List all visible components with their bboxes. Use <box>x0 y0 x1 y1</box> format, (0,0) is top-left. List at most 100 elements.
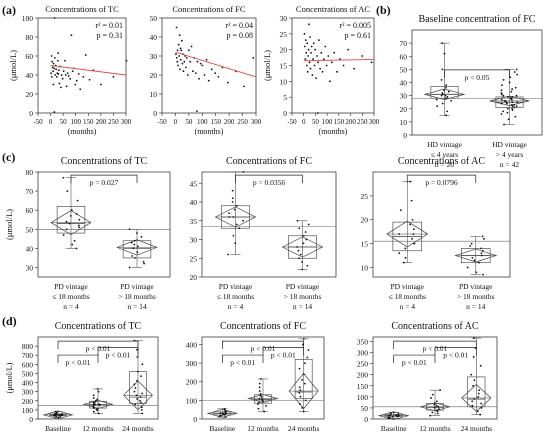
data-point <box>303 382 306 385</box>
data-point <box>136 251 139 254</box>
data-point <box>306 264 309 267</box>
data-point <box>510 90 513 93</box>
data-point <box>139 396 142 399</box>
data-point <box>398 233 400 235</box>
data-point <box>513 71 516 73</box>
data-point <box>94 399 97 402</box>
data-point <box>514 115 517 118</box>
p-value-label: p < 0.01 <box>106 351 131 360</box>
data-point <box>410 199 413 202</box>
data-point <box>305 51 308 54</box>
data-point <box>134 257 136 259</box>
data-point <box>135 394 138 397</box>
data-point <box>242 219 244 222</box>
data-point <box>51 60 53 63</box>
fit-line <box>175 51 257 78</box>
data-point <box>304 399 307 402</box>
data-point <box>370 61 373 64</box>
x-tick-label: 250 <box>108 118 119 126</box>
data-point <box>298 392 301 394</box>
category-label: Baseline <box>209 424 235 433</box>
data-point <box>342 64 345 67</box>
stat-annotation: p = 0.08 <box>226 31 253 40</box>
data-point <box>472 384 474 387</box>
data-point <box>67 75 70 77</box>
data-point <box>177 64 180 67</box>
plots-layer: Concentrations of TC020406080100(μmol/L)… <box>4 4 543 433</box>
data-point <box>175 57 178 59</box>
category-label: ≤ 18 months <box>52 292 90 301</box>
x-tick-label: 100 <box>322 118 333 126</box>
chart-title: Concentrations of AC <box>296 4 370 14</box>
data-point <box>79 88 82 91</box>
data-point <box>258 382 261 385</box>
data-point <box>322 58 325 61</box>
data-point <box>439 389 442 392</box>
x-tick-label: 300 <box>369 118 380 126</box>
data-point <box>507 96 509 98</box>
x-tick-label: 0 <box>174 118 178 126</box>
y-tick-label: 40 <box>26 244 34 253</box>
x-tick-label: 150 <box>83 118 94 126</box>
plot-frame <box>201 171 337 278</box>
data-point <box>92 405 95 408</box>
data-point <box>259 392 262 395</box>
x-axis-label: (months) <box>319 127 348 136</box>
data-point <box>183 60 186 63</box>
chart-0: Concentrations of TC 0 20 40 60 80 100 (μmol/L)… <box>8 4 132 136</box>
data-point <box>178 34 181 36</box>
data-point <box>226 81 229 84</box>
y-tick-label: 0 <box>29 109 33 118</box>
data-point <box>361 55 364 57</box>
data-point <box>409 180 412 183</box>
data-point <box>214 72 217 74</box>
data-point <box>130 241 133 244</box>
data-point <box>141 412 144 415</box>
plot-frame <box>37 171 171 278</box>
category-label: Baseline <box>381 424 407 433</box>
data-point <box>62 176 65 179</box>
data-point <box>303 32 306 35</box>
data-point <box>481 249 484 252</box>
data-point <box>64 74 67 76</box>
data-point <box>450 99 453 102</box>
data-point <box>53 17 56 19</box>
category-label: n = 42 <box>500 160 519 169</box>
data-point <box>438 408 440 410</box>
x-tick-label: 0 <box>49 118 53 126</box>
data-point <box>304 58 307 61</box>
data-point <box>501 84 503 87</box>
y-axis-label: (μmol/L) <box>4 362 14 393</box>
data-point <box>187 49 190 52</box>
data-point <box>508 81 511 84</box>
data-point <box>182 70 185 73</box>
data-point <box>437 405 440 408</box>
x-tick-label: 50 <box>312 118 320 126</box>
data-point <box>475 271 478 274</box>
y-tick-label: 45 <box>190 179 198 188</box>
y-tick-label: 20 <box>190 273 198 282</box>
category-label: 24 months <box>288 424 320 433</box>
y-tick-label: 100 <box>22 14 34 23</box>
y-tick-label: 30 <box>400 92 408 101</box>
data-point <box>391 415 394 418</box>
y-tick-label: 5 <box>283 93 287 102</box>
y-tick-label: 60 <box>26 206 34 215</box>
data-point <box>387 416 390 419</box>
p-value-label: p = 0.0356 <box>253 178 286 187</box>
data-point <box>69 77 72 80</box>
data-point <box>301 261 304 263</box>
data-point <box>435 404 438 407</box>
data-point <box>399 209 402 212</box>
data-point <box>75 79 78 82</box>
data-point <box>511 107 514 110</box>
data-point <box>353 67 355 70</box>
data-point <box>74 83 77 86</box>
data-point <box>223 407 226 410</box>
data-point <box>304 39 307 42</box>
data-point <box>314 48 317 51</box>
data-point <box>510 103 513 106</box>
y-tick-label: 60 <box>400 52 408 61</box>
data-point <box>515 94 518 97</box>
